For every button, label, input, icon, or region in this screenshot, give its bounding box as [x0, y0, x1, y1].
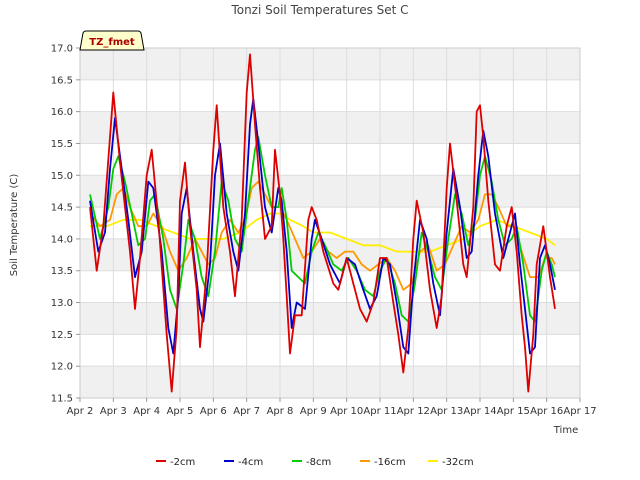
series-line-4cm: [89, 98, 556, 355]
plot-band: [80, 366, 580, 398]
x-tick-label: Apr 11: [363, 406, 396, 417]
series-lines: [89, 53, 556, 393]
legend-label: -8cm: [306, 457, 331, 468]
x-tick-label: Apr 15: [497, 406, 530, 417]
y-axis-title: Soil Temperature (C): [9, 174, 20, 277]
x-tick-label: Apr 12: [397, 406, 430, 417]
chart-title: Tonzi Soil Temperatures Set C: [230, 3, 408, 17]
x-axis-title: Time: [553, 425, 578, 436]
y-tick-label: 11.5: [51, 394, 73, 405]
legend-label: -4cm: [238, 457, 263, 468]
legend-item: -16cm: [360, 457, 406, 468]
y-tick-label: 15.5: [51, 139, 73, 150]
y-tick-label: 13.0: [51, 298, 73, 309]
series-line-2cm: [89, 53, 556, 393]
x-tick-label: Apr 2: [67, 406, 94, 417]
legend-label: -32cm: [442, 457, 474, 468]
x-tick-label: Apr 14: [463, 406, 496, 417]
plot-band: [80, 48, 580, 80]
legend: -2cm -4cm -8cm -16cm -32cm: [156, 457, 474, 468]
badge-shape: [79, 30, 145, 51]
plot-band: [80, 79, 580, 112]
y-tick-label: 14.5: [51, 203, 73, 214]
y-tick-label: 14.0: [51, 234, 73, 245]
x-tick-label: Apr 13: [430, 406, 463, 417]
x-tick-label: Apr 7: [233, 406, 260, 417]
y-tick-label: 17.0: [51, 44, 73, 55]
x-tick-label: Apr 6: [200, 406, 227, 417]
y-tick-label: 12.5: [51, 330, 73, 341]
x-tick-label: Apr 16: [530, 406, 563, 417]
legend-label: -16cm: [374, 457, 406, 468]
x-tick-label: Apr 17: [563, 406, 596, 417]
x-axis-ticks: Apr 2 Apr 3 Apr 4 Apr 5 Apr 6 Apr 7 Apr 8 Apr 9…: [67, 398, 597, 417]
x-tick-label: Apr 9: [300, 406, 327, 417]
plot-band: [80, 111, 580, 144]
legend-item: -8cm: [292, 457, 331, 468]
plot-band: [80, 143, 580, 176]
x-tick-label: Apr 8: [267, 406, 294, 417]
x-tick-label: Apr 4: [133, 406, 160, 417]
legend-label: -2cm: [170, 457, 195, 468]
x-tick-label: Apr 10: [330, 406, 363, 417]
legend-item: -4cm: [224, 457, 263, 468]
plot-band: [80, 175, 580, 208]
station-badge: TZ_fmet: [79, 30, 145, 51]
y-tick-label: 16.5: [51, 75, 73, 86]
y-axis-ticks: 11.5 12.0 12.5 13.0 13.5 14.0 14.5 15.0 15.5 16.0…: [51, 44, 80, 405]
x-tick-label: Apr 5: [167, 406, 194, 417]
plot-band: [80, 302, 580, 335]
y-tick-label: 12.0: [51, 362, 73, 373]
plot-band: [80, 334, 580, 367]
badge-label: TZ_fmet: [89, 37, 135, 48]
legend-item: -2cm: [156, 457, 195, 468]
x-tick-label: Apr 3: [100, 406, 127, 417]
y-tick-label: 15.0: [51, 171, 73, 182]
y-tick-label: 13.5: [51, 266, 73, 277]
y-tick-label: 16.0: [51, 107, 73, 118]
plot-frame: [79, 47, 581, 399]
legend-item: -32cm: [428, 457, 474, 468]
